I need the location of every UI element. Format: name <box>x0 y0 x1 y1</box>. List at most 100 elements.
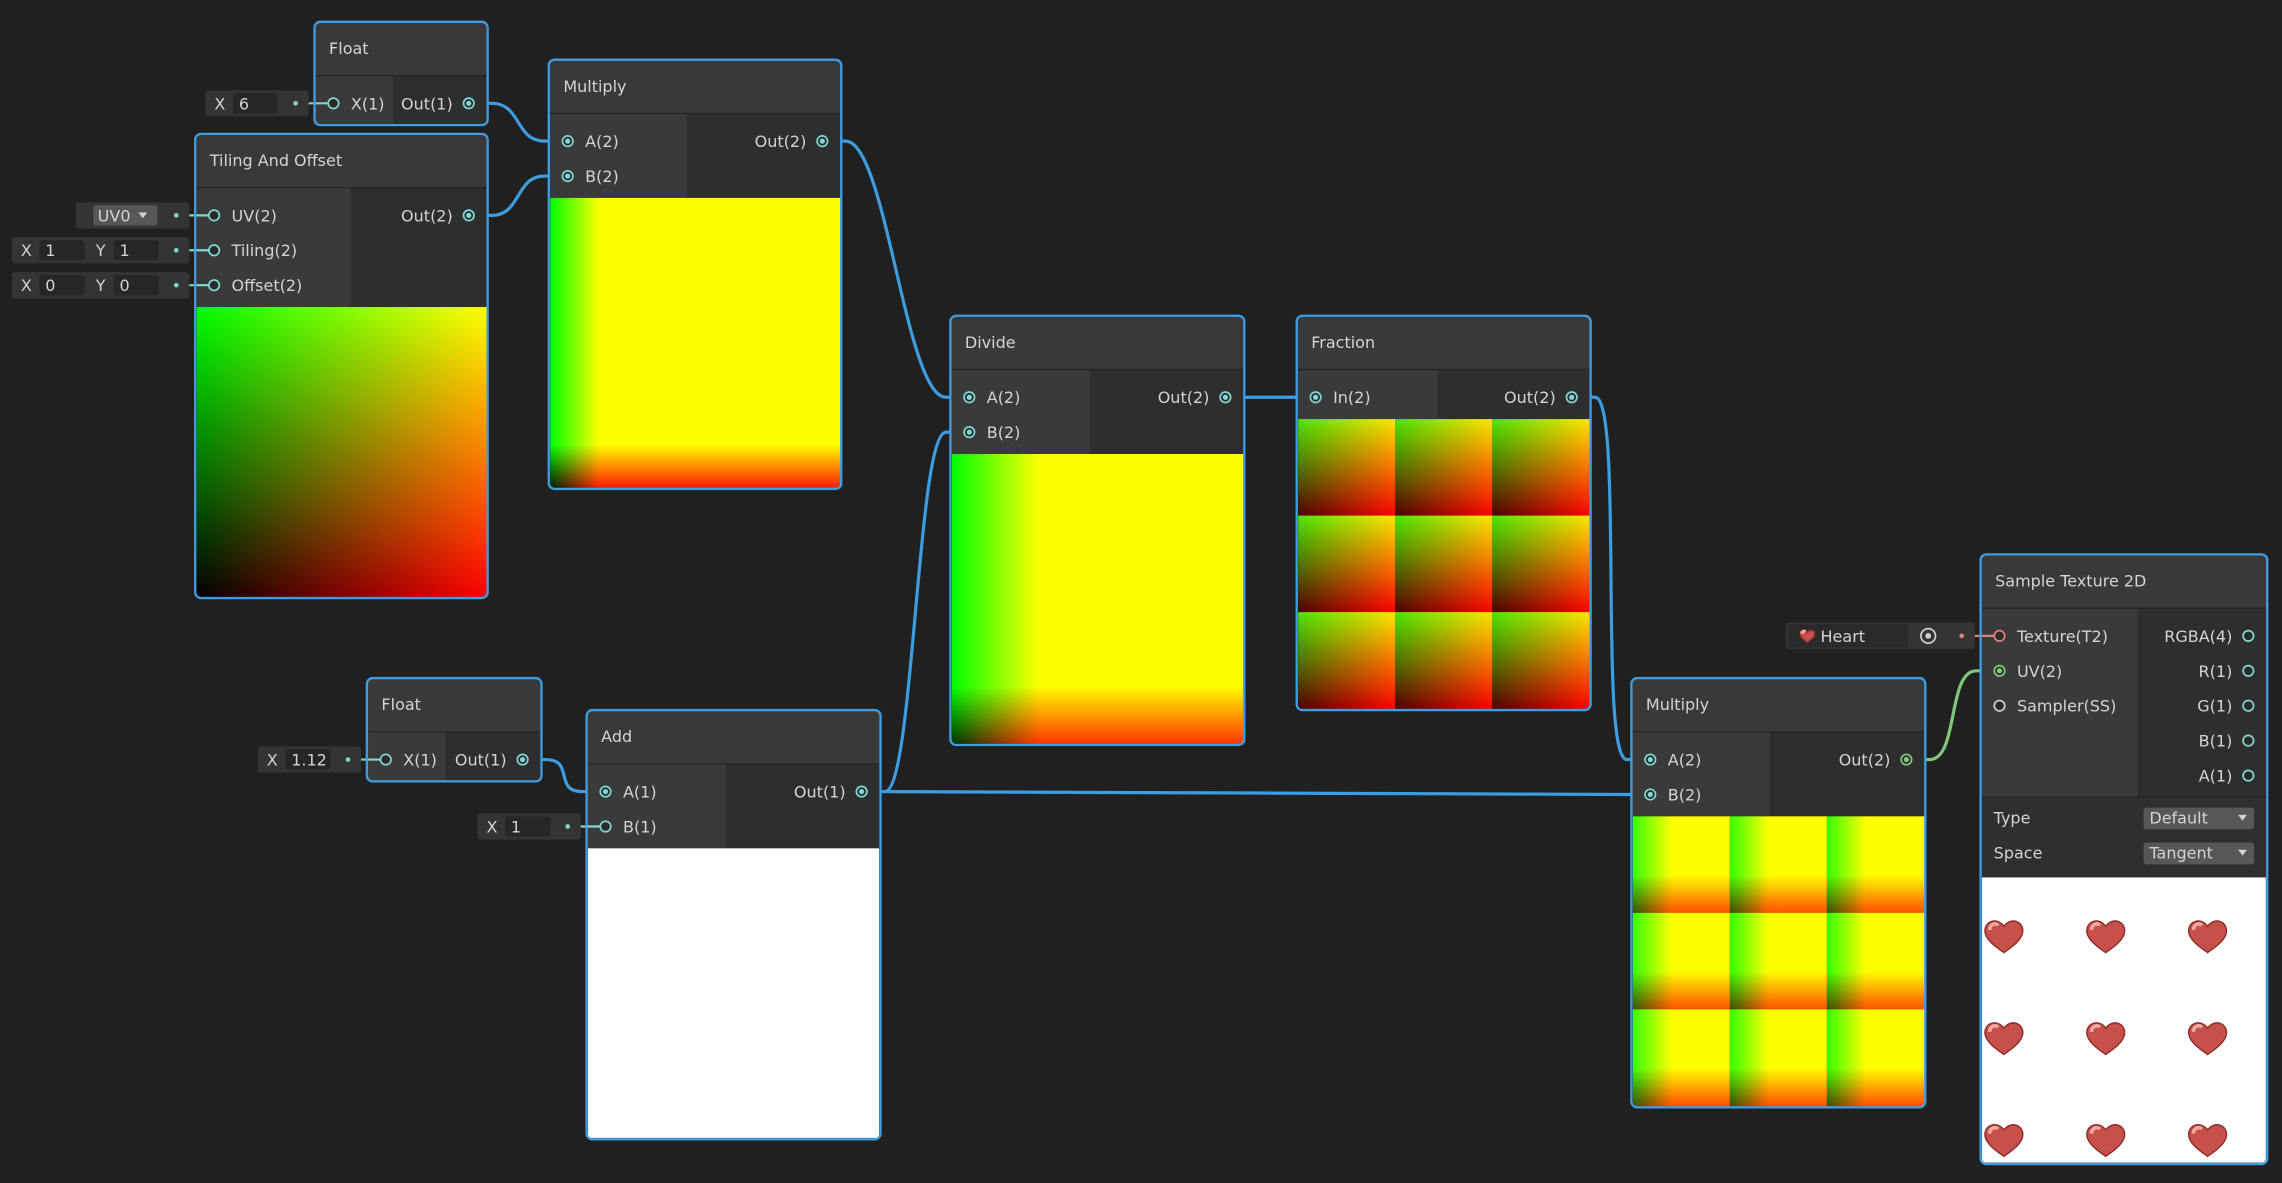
edge[interactable] <box>1912 669 1994 762</box>
edge[interactable] <box>474 101 562 143</box>
output-label: Out(2) <box>401 206 453 225</box>
edge[interactable] <box>528 757 600 794</box>
node-selection-outline[interactable] <box>1295 314 1592 712</box>
input-port[interactable] <box>1993 699 2006 712</box>
edges <box>474 101 1994 797</box>
preview-green <box>951 453 1244 745</box>
port-dot <box>519 756 526 763</box>
heart-icon <box>1984 1124 2024 1158</box>
field-value-box[interactable] <box>39 240 85 261</box>
preview-green <box>1492 419 1590 517</box>
output-port[interactable] <box>2242 664 2255 677</box>
dropdown-box[interactable] <box>93 205 158 226</box>
setting-value[interactable]: Default <box>2149 809 2207 828</box>
edge[interactable] <box>867 430 964 794</box>
field-axis: Y <box>95 276 106 295</box>
field-value[interactable]: 1 <box>120 241 130 260</box>
field-value[interactable]: 0 <box>120 276 130 295</box>
input-port[interactable] <box>207 209 221 222</box>
node-selection-outline[interactable] <box>547 58 843 491</box>
setting-dropdown[interactable] <box>2143 807 2255 830</box>
node-header <box>950 315 1245 370</box>
input-port[interactable] <box>207 244 221 257</box>
output-port[interactable] <box>2242 734 2255 747</box>
node-header <box>548 59 842 114</box>
input-label: UV(2) <box>2017 662 2062 681</box>
edge[interactable] <box>828 139 964 399</box>
input-port[interactable] <box>379 753 392 766</box>
field-value-box[interactable] <box>505 816 551 837</box>
dropdown-value[interactable]: UV0 <box>98 206 131 225</box>
edge[interactable] <box>867 789 1645 797</box>
output-port[interactable] <box>2242 699 2255 712</box>
field-value[interactable]: 0 <box>45 276 55 295</box>
input-port[interactable] <box>207 279 221 292</box>
asset-box[interactable] <box>1788 624 1908 648</box>
preview-green <box>1492 612 1590 710</box>
node-selection-outline[interactable] <box>949 314 1246 747</box>
input-label: B(2) <box>585 167 619 186</box>
setting-dropdown[interactable] <box>2143 842 2255 865</box>
field-value-box[interactable] <box>113 240 159 261</box>
preview-green <box>1632 816 1731 914</box>
port-dot <box>1647 756 1653 763</box>
output-label: Out(2) <box>1158 388 1210 407</box>
edge[interactable] <box>1577 395 1645 762</box>
input-label: Offset(2) <box>232 276 303 295</box>
output-label: Out(2) <box>1504 388 1556 407</box>
field-value-box[interactable] <box>285 749 331 770</box>
heart-icon <box>2187 920 2228 954</box>
node-selection-outline[interactable] <box>1979 553 2269 1166</box>
field-connector-dot <box>1959 633 1965 639</box>
field-connector-dot <box>293 100 298 106</box>
field-connector-dot <box>565 824 571 829</box>
field-value-box[interactable] <box>39 275 85 296</box>
node-selection-outline[interactable] <box>194 132 489 600</box>
output-column <box>350 187 488 308</box>
output-port[interactable] <box>2242 769 2255 782</box>
field-value-box[interactable] <box>233 93 279 114</box>
node: Multiply A(2) B(2) Out(2) <box>1630 676 1927 1109</box>
asset-picker[interactable] <box>1920 627 1937 645</box>
input-port[interactable] <box>599 820 612 833</box>
node-selection-outline[interactable] <box>365 676 543 783</box>
field-value-box[interactable] <box>113 275 159 296</box>
heart-highlight <box>1987 1024 2000 1033</box>
preview-green <box>1492 515 1590 613</box>
input-label: B(2) <box>987 423 1021 442</box>
preview <box>550 197 841 489</box>
setting-value[interactable]: Tangent <box>2148 844 2212 863</box>
field-value[interactable]: 1 <box>511 817 521 836</box>
node-selection-outline[interactable] <box>1630 676 1927 1109</box>
heart-icon <box>2086 1124 2126 1158</box>
port-dot <box>1222 394 1229 400</box>
port-dot <box>466 212 472 218</box>
input-port[interactable] <box>1993 629 2006 642</box>
preview-green <box>1395 515 1493 613</box>
output-port[interactable] <box>2242 629 2255 642</box>
node-header <box>1631 678 1926 732</box>
preview-green <box>1826 912 1925 1011</box>
edge[interactable] <box>474 174 562 217</box>
node-selection-outline[interactable] <box>313 20 489 127</box>
field-value[interactable]: 1.12 <box>291 751 327 770</box>
asset-name[interactable]: Heart <box>1821 627 1866 646</box>
heart-highlight <box>1987 1125 2000 1134</box>
field-connector-dot <box>173 213 179 218</box>
port-dot <box>819 138 825 144</box>
input-port[interactable] <box>327 97 340 110</box>
port-dot <box>1569 394 1575 400</box>
node-selection-outline[interactable] <box>585 708 882 1141</box>
node-title: Divide <box>965 333 1016 352</box>
heart-highlight <box>2089 1024 2102 1033</box>
input-label: X(1) <box>403 751 437 770</box>
input-label: Tiling(2) <box>231 241 298 260</box>
field-value[interactable]: 6 <box>239 94 249 113</box>
node-title: Add <box>601 727 632 746</box>
port-dot <box>565 138 571 144</box>
node-header <box>1980 554 2268 609</box>
field-value[interactable]: 1 <box>45 241 55 260</box>
input-label: A(2) <box>1668 751 1702 770</box>
